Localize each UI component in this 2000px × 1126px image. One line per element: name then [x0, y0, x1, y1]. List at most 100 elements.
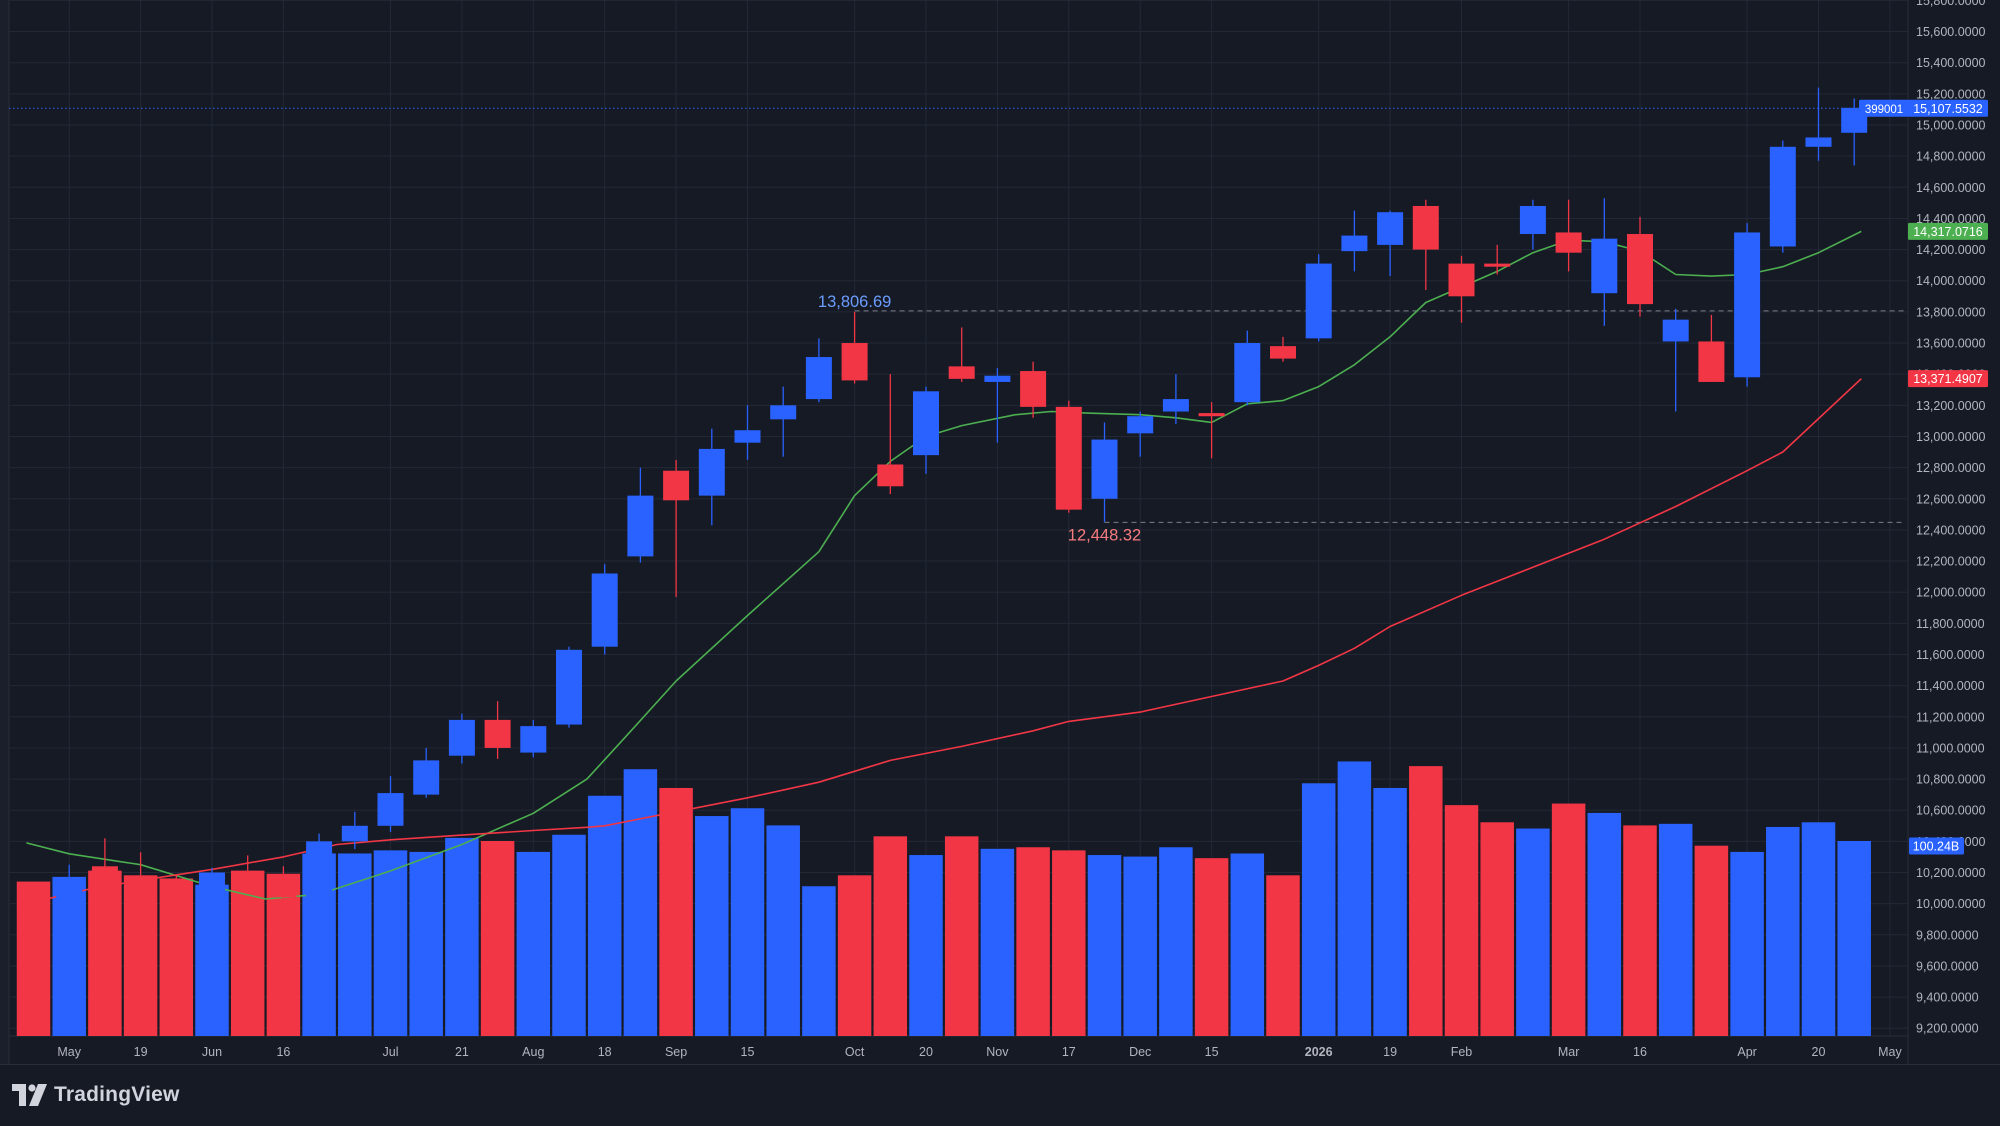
candle[interactable]	[1734, 223, 1761, 387]
candle[interactable]	[627, 467, 654, 563]
candle-body[interactable]	[556, 649, 582, 725]
candle-body[interactable]	[627, 495, 654, 557]
candle-body[interactable]	[1055, 406, 1082, 510]
candle-body[interactable]	[913, 391, 939, 456]
price-label-badge[interactable]	[1908, 370, 1988, 388]
candle-body[interactable]	[448, 719, 475, 756]
candle[interactable]	[199, 867, 225, 906]
time-axis[interactable]: May 19 Jun 16 Jul 21 Aug 18 Sep 15 Oct 20 Nov 17 Dec 15…	[57, 1045, 1902, 1059]
candle[interactable]	[1055, 400, 1082, 513]
candle[interactable]	[1162, 374, 1189, 425]
candle[interactable]	[234, 855, 261, 887]
price-label-badge[interactable]	[1908, 222, 1988, 240]
candle[interactable]	[1591, 198, 1618, 326]
candle-body[interactable]	[1484, 263, 1511, 267]
candle-body[interactable]	[56, 880, 83, 906]
candle[interactable]	[1805, 87, 1832, 161]
candle[interactable]	[734, 405, 761, 460]
candle-body[interactable]	[1662, 319, 1689, 342]
candle-body[interactable]	[341, 825, 368, 842]
candle[interactable]	[805, 338, 832, 403]
candle-body[interactable]	[199, 872, 225, 901]
candle-body[interactable]	[1305, 263, 1332, 339]
candle-body[interactable]	[984, 375, 1011, 382]
candle[interactable]	[163, 875, 190, 904]
candle[interactable]	[1198, 402, 1225, 459]
candle-body[interactable]	[1555, 232, 1582, 253]
candle-body[interactable]	[1591, 238, 1618, 294]
candle[interactable]	[698, 428, 725, 526]
candle-body[interactable]	[270, 884, 297, 898]
candle-body[interactable]	[698, 448, 725, 496]
candle-body[interactable]	[1805, 137, 1832, 147]
candle[interactable]	[663, 459, 690, 597]
price-axis[interactable]: 15,800.0000 15,600.0000 15,400.0000 15,200.…	[1859, 0, 1988, 1036]
candle[interactable]	[1270, 336, 1296, 362]
candle[interactable]	[948, 327, 975, 382]
candle-body[interactable]	[1270, 346, 1296, 359]
candle[interactable]	[556, 646, 582, 728]
candle-body[interactable]	[306, 841, 333, 904]
candle[interactable]	[1519, 199, 1546, 250]
candle-body[interactable]	[1377, 212, 1404, 245]
candle-body[interactable]	[377, 793, 404, 826]
candle[interactable]	[56, 864, 83, 912]
candle-body[interactable]	[1341, 235, 1368, 252]
candle-body[interactable]	[591, 573, 618, 647]
candle[interactable]	[1662, 308, 1689, 412]
candle-body[interactable]	[413, 760, 440, 795]
candle[interactable]	[341, 811, 368, 850]
candle-body[interactable]	[484, 719, 511, 748]
candle-body[interactable]	[877, 464, 904, 487]
candle-body[interactable]	[1412, 205, 1439, 250]
candle-body[interactable]	[1234, 343, 1261, 403]
candle[interactable]	[841, 311, 868, 384]
candle[interactable]	[306, 833, 333, 907]
candle[interactable]	[770, 386, 797, 457]
candle-body[interactable]	[163, 884, 190, 896]
candle[interactable]	[448, 713, 475, 764]
candle[interactable]	[1020, 361, 1047, 418]
candle-body[interactable]	[1734, 232, 1761, 378]
candle[interactable]	[1627, 216, 1653, 317]
candle[interactable]	[1127, 411, 1154, 457]
candle[interactable]	[591, 564, 618, 655]
candle-body[interactable]	[1769, 146, 1796, 247]
candle[interactable]	[1448, 255, 1475, 323]
candle-body[interactable]	[1198, 413, 1225, 417]
candle[interactable]	[1555, 199, 1582, 272]
candle[interactable]	[413, 747, 440, 798]
candle-body[interactable]	[1127, 416, 1154, 434]
candle[interactable]	[1769, 140, 1796, 253]
candle[interactable]	[1698, 314, 1725, 382]
candle[interactable]	[270, 866, 297, 904]
candle[interactable]	[984, 367, 1011, 443]
volume-label-badge[interactable]	[1909, 837, 1964, 855]
candle[interactable]	[520, 719, 547, 758]
candle-body[interactable]	[1698, 341, 1725, 382]
candle[interactable]	[1234, 330, 1261, 406]
candle[interactable]	[1484, 244, 1511, 275]
candle-body[interactable]	[1448, 263, 1475, 297]
candle-body[interactable]	[91, 866, 118, 873]
candle-body[interactable]	[948, 366, 975, 379]
candle-body[interactable]	[770, 405, 797, 420]
candle-body[interactable]	[1091, 439, 1118, 499]
candle-body[interactable]	[520, 726, 547, 753]
candle[interactable]	[20, 905, 47, 932]
candle[interactable]	[1305, 254, 1332, 342]
candle[interactable]	[377, 775, 404, 833]
candle-body[interactable]	[234, 870, 261, 882]
candles[interactable]	[20, 87, 1868, 932]
candle-body[interactable]	[127, 875, 154, 882]
candle-body[interactable]	[805, 357, 832, 400]
candle-body[interactable]	[20, 911, 47, 917]
price-label-badge[interactable]	[1908, 99, 1988, 117]
price-chart[interactable]: 13,806.69 12,448.32 15,800.0000 15,600.000…	[0, 0, 2000, 1064]
candle[interactable]	[1341, 210, 1368, 272]
candle-body[interactable]	[841, 343, 868, 381]
candle[interactable]	[1091, 422, 1118, 523]
candle-body[interactable]	[663, 470, 690, 501]
candle[interactable]	[913, 386, 939, 474]
candle[interactable]	[877, 374, 904, 495]
